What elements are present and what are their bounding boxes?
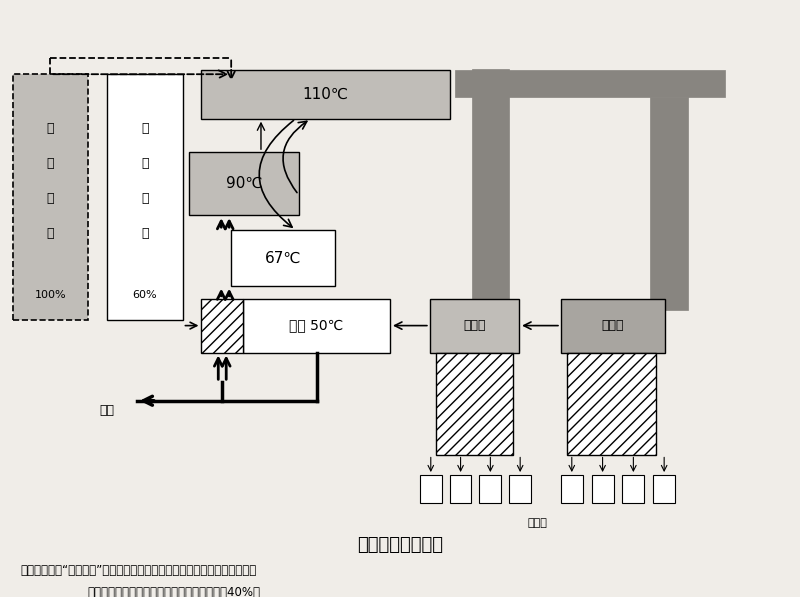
Text: 炉: 炉 [141, 227, 149, 240]
Text: 炉: 炉 [46, 227, 54, 240]
Text: 67℃: 67℃ [265, 250, 301, 266]
FancyArrowPatch shape [283, 121, 306, 193]
Bar [654, 475, 675, 503]
Bar [567, 352, 656, 454]
Bar [454, 70, 725, 97]
Bar [650, 97, 688, 310]
Text: 中汐: 中汐 [99, 404, 114, 417]
Bar [430, 298, 519, 352]
Text: 110℃: 110℃ [302, 87, 349, 102]
Bar [202, 70, 450, 119]
Text: 本方案的锅炉装机容量比传统供热方式减少了40%。: 本方案的锅炉装机容量比传统供热方式减少了40%。 [87, 586, 260, 597]
Bar [420, 475, 442, 503]
Text: 传: 传 [46, 122, 54, 134]
Bar [450, 475, 471, 503]
Text: 污水源热泵流程图: 污水源热泵流程图 [357, 537, 443, 555]
Bar [561, 475, 582, 503]
Bar [622, 475, 644, 503]
Text: 回汐 50℃: 回汐 50℃ [290, 319, 344, 333]
Text: 锅: 锅 [46, 192, 54, 205]
FancyArrowPatch shape [259, 121, 294, 227]
Text: 统: 统 [46, 157, 54, 170]
Text: 100%: 100% [34, 290, 66, 300]
Bar [592, 475, 614, 503]
Text: 锅: 锅 [141, 192, 149, 205]
Text: 换热站: 换热站 [463, 319, 486, 332]
FancyArrowPatch shape [258, 123, 265, 149]
Text: 热用户: 热用户 [527, 518, 547, 528]
Bar [561, 298, 665, 352]
FancyArrowPatch shape [54, 70, 226, 78]
Bar [231, 230, 335, 286]
Bar [13, 74, 88, 320]
Bar [107, 74, 182, 320]
Text: 90℃: 90℃ [226, 176, 262, 191]
Bar [479, 475, 502, 503]
Bar [202, 298, 243, 352]
Bar [436, 352, 514, 454]
Text: 保: 保 [141, 157, 149, 170]
Bar [510, 475, 531, 503]
Bar [190, 152, 298, 215]
Bar [243, 298, 390, 352]
Text: 60%: 60% [133, 290, 157, 300]
Text: 换热站: 换热站 [602, 319, 624, 332]
Bar [471, 69, 510, 310]
Text: 环: 环 [141, 122, 149, 134]
Text: 注：图中左边“传统锅炉”示意指传统热源供热方式，在相同的供热负荷下，: 注：图中左边“传统锅炉”示意指传统热源供热方式，在相同的供热负荷下， [21, 564, 257, 577]
